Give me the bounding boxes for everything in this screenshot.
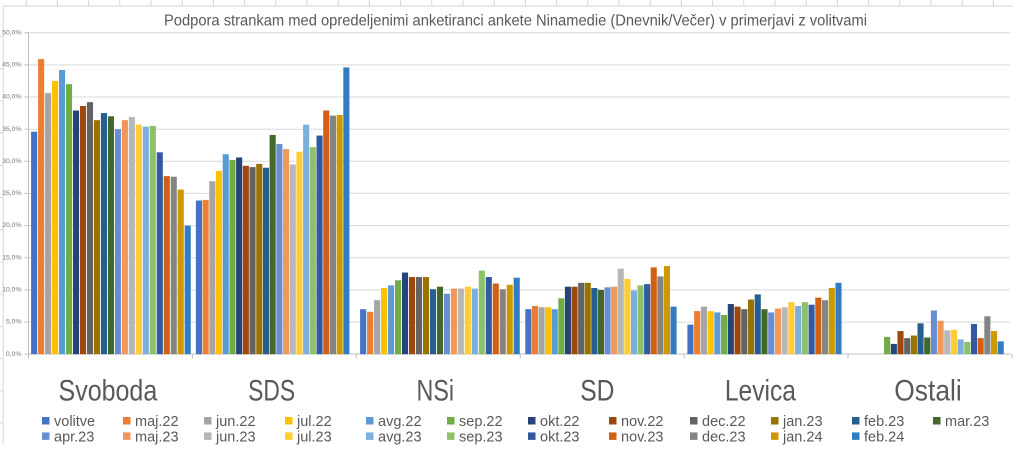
svg-text:maj.22: maj.22 xyxy=(135,414,179,430)
svg-text:feb.24: feb.24 xyxy=(864,429,904,445)
svg-text:dec.23: dec.23 xyxy=(702,429,746,445)
svg-text:10,0%: 10,0% xyxy=(2,287,21,294)
svg-text:50,0%: 50,0% xyxy=(2,29,21,36)
svg-text:jun.23: jun.23 xyxy=(215,429,256,445)
svg-text:35,0%: 35,0% xyxy=(2,126,21,133)
svg-text:mar.23: mar.23 xyxy=(945,414,989,430)
svg-text:Ostali: Ostali xyxy=(894,375,962,408)
svg-text:dec.22: dec.22 xyxy=(702,414,746,430)
svg-text:45,0%: 45,0% xyxy=(2,62,21,69)
svg-text:feb.23: feb.23 xyxy=(864,414,904,430)
svg-text:okt.22: okt.22 xyxy=(540,414,580,430)
svg-text:maj.23: maj.23 xyxy=(135,429,179,445)
svg-text:nov.23: nov.23 xyxy=(621,429,663,445)
svg-text:avg.22: avg.22 xyxy=(378,414,422,430)
svg-text:5,0%: 5,0% xyxy=(6,319,22,326)
svg-text:jan.23: jan.23 xyxy=(782,414,823,430)
svg-text:20,0%: 20,0% xyxy=(2,222,21,229)
svg-text:30,0%: 30,0% xyxy=(2,158,21,165)
svg-text:avg.23: avg.23 xyxy=(378,429,422,445)
svg-text:sep.22: sep.22 xyxy=(459,414,503,430)
svg-text:SDS: SDS xyxy=(248,375,295,408)
svg-text:40,0%: 40,0% xyxy=(2,94,21,101)
svg-text:Podpora strankam med opredelje: Podpora strankam med opredeljenimi anket… xyxy=(164,13,867,30)
svg-text:SD: SD xyxy=(580,375,614,408)
svg-text:nov.22: nov.22 xyxy=(621,414,663,430)
svg-text:okt.23: okt.23 xyxy=(540,429,580,445)
svg-text:jun.22: jun.22 xyxy=(215,414,256,430)
svg-text:jul.23: jul.23 xyxy=(296,429,332,445)
svg-text:Levica: Levica xyxy=(725,375,796,408)
svg-text:apr.23: apr.23 xyxy=(54,429,94,445)
svg-text:15,0%: 15,0% xyxy=(2,254,21,261)
svg-text:volitve: volitve xyxy=(54,414,95,430)
svg-text:NSi: NSi xyxy=(417,375,455,408)
svg-text:25,0%: 25,0% xyxy=(2,190,21,197)
svg-text:sep.23: sep.23 xyxy=(459,429,503,445)
svg-text:jan.24: jan.24 xyxy=(782,429,823,445)
svg-text:jul.22: jul.22 xyxy=(296,414,332,430)
svg-text:0,0%: 0,0% xyxy=(6,351,22,358)
svg-text:Svoboda: Svoboda xyxy=(59,375,158,408)
